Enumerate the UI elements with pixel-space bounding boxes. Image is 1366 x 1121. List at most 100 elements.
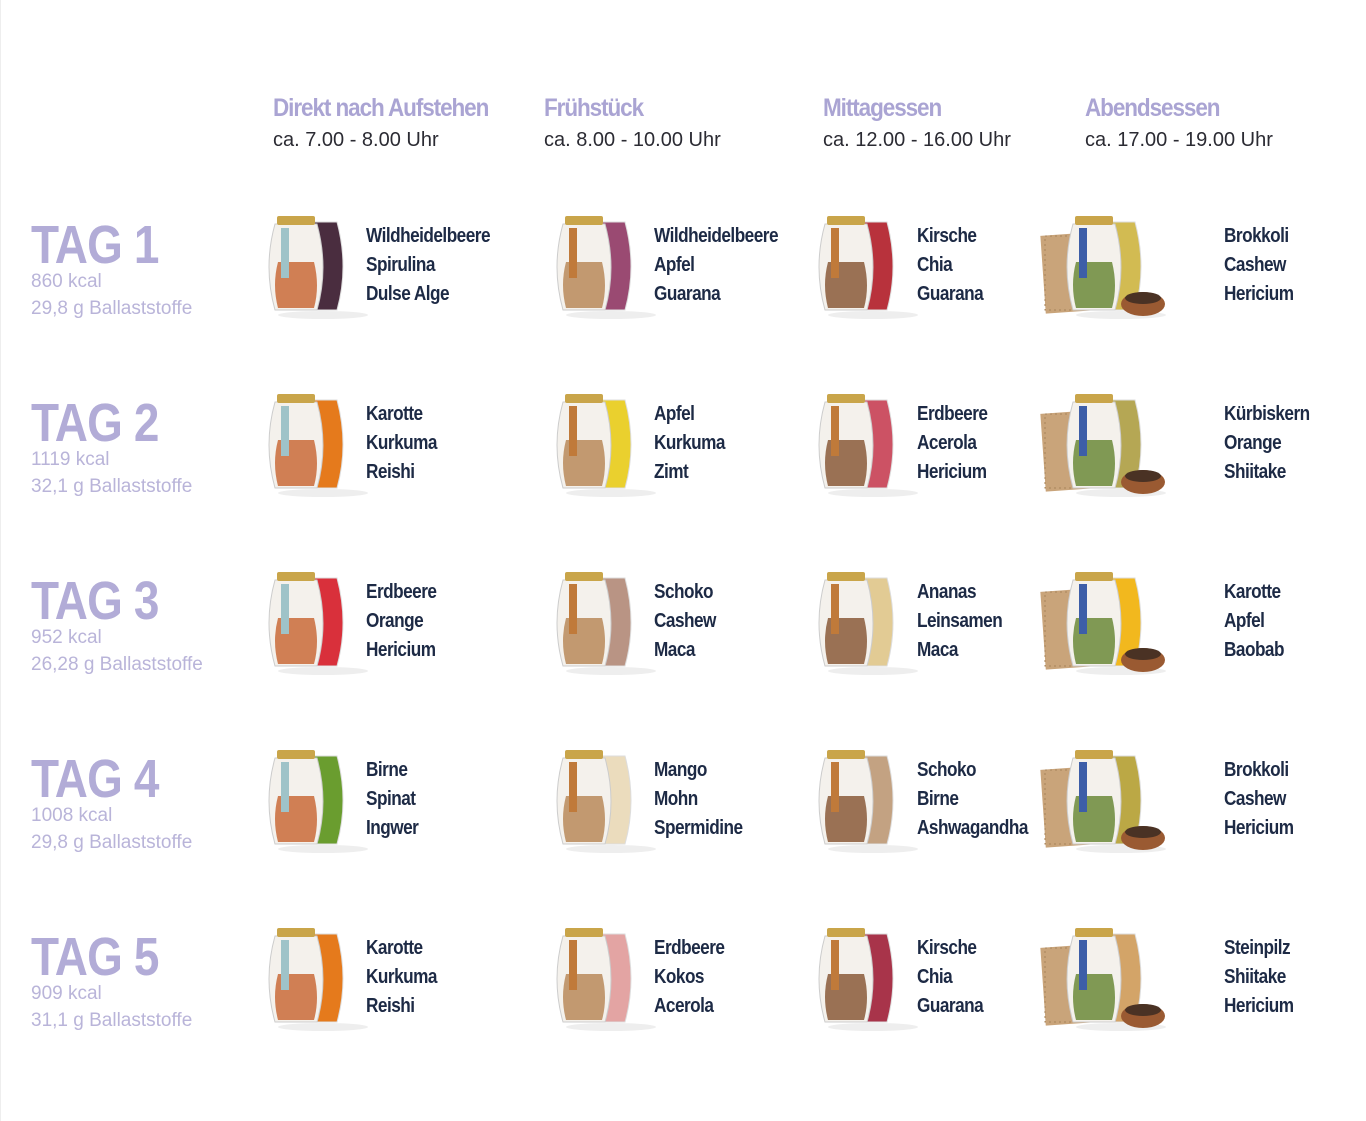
product-image — [1040, 750, 1166, 853]
ingredient: Dulse Alge — [366, 283, 450, 305]
ingredient: Guarana — [917, 995, 984, 1017]
ingredient: Cashew — [1224, 788, 1286, 810]
ingredient: Cashew — [654, 610, 716, 632]
day-label: TAG 4 — [31, 749, 159, 809]
day-label: TAG 1 — [31, 215, 159, 275]
product-image — [268, 750, 368, 853]
ingredient: Reishi — [366, 995, 415, 1017]
ingredient: Steinpilz — [1224, 937, 1291, 959]
product-image — [556, 928, 656, 1031]
ingredient: Schoko — [917, 759, 977, 781]
day-fiber: 29,8 g Ballaststoffe — [31, 832, 193, 853]
ingredient: Kurkuma — [366, 966, 437, 988]
ingredient: Chia — [917, 966, 953, 988]
ingredient: Wildheidelbeere — [366, 225, 491, 247]
ingredient: Birne — [366, 759, 408, 781]
ingredient: Erdbeere — [366, 581, 437, 603]
ingredient: Baobab — [1224, 639, 1284, 661]
product-image — [556, 394, 656, 497]
day-fiber: 31,1 g Ballaststoffe — [31, 1010, 193, 1031]
ingredient: Spirulina — [366, 254, 435, 276]
column-time: ca. 17.00 - 19.00 Uhr — [1085, 129, 1273, 151]
product-image — [268, 572, 368, 675]
column-title: Direkt nach Aufstehen — [273, 94, 489, 122]
ingredient: Orange — [1224, 432, 1282, 454]
ingredient: Reishi — [366, 461, 415, 483]
product-image — [818, 394, 918, 497]
ingredient: Karotte — [366, 403, 423, 425]
ingredient: Wildheidelbeere — [654, 225, 779, 247]
product-image — [1040, 216, 1166, 319]
ingredient: Karotte — [366, 937, 423, 959]
product-image — [268, 928, 368, 1031]
day-fiber: 29,8 g Ballaststoffe — [31, 298, 193, 319]
product-image — [268, 394, 368, 497]
ingredient: Mohn — [654, 788, 698, 810]
product-image — [1040, 572, 1166, 675]
day-kcal: 860 kcal — [31, 271, 102, 292]
column-title: Abendsessen — [1085, 94, 1221, 122]
ingredient: Kurkuma — [366, 432, 437, 454]
ingredient: Spermidine — [654, 817, 743, 839]
product-image — [818, 216, 918, 319]
day-kcal: 1119 kcal — [31, 449, 110, 470]
ingredient: Brokkoli — [1224, 225, 1289, 247]
ingredient: Erdbeere — [654, 937, 725, 959]
column-title: Frühstück — [544, 94, 644, 122]
ingredient: Maca — [917, 639, 958, 661]
day-kcal: 952 kcal — [31, 627, 102, 648]
product-image — [1040, 928, 1166, 1031]
ingredient: Acerola — [917, 432, 977, 454]
column-time: ca. 7.00 - 8.00 Uhr — [273, 129, 439, 151]
product-image — [1040, 394, 1166, 497]
ingredient: Mango — [654, 759, 707, 781]
ingredient: Ananas — [917, 581, 977, 603]
ingredient: Hericium — [1224, 817, 1294, 839]
ingredient: Ashwagandha — [917, 817, 1028, 839]
ingredient: Orange — [366, 610, 424, 632]
ingredient: Erdbeere — [917, 403, 988, 425]
ingredient: Apfel — [654, 254, 695, 276]
day-kcal: 909 kcal — [31, 983, 102, 1004]
ingredient: Kirsche — [917, 937, 977, 959]
ingredient: Kürbiskern — [1224, 403, 1310, 425]
column-title: Mittagessen — [823, 94, 942, 122]
ingredient: Acerola — [654, 995, 714, 1017]
ingredient: Spinat — [366, 788, 416, 810]
ingredient: Ingwer — [366, 817, 419, 839]
column-time: ca. 8.00 - 10.00 Uhr — [544, 129, 721, 151]
product-image — [818, 928, 918, 1031]
ingredient: Kurkuma — [654, 432, 725, 454]
ingredient: Apfel — [1224, 610, 1265, 632]
day-fiber: 26,28 g Ballaststoffe — [31, 654, 203, 675]
ingredient: Guarana — [917, 283, 984, 305]
ingredient: Hericium — [1224, 995, 1294, 1017]
product-image — [556, 750, 656, 853]
day-label: TAG 3 — [31, 571, 159, 631]
day-label: TAG 5 — [31, 927, 159, 987]
ingredient: Schoko — [654, 581, 714, 603]
ingredient: Brokkoli — [1224, 759, 1289, 781]
day-label: TAG 2 — [31, 393, 159, 453]
product-image — [818, 750, 918, 853]
day-kcal: 1008 kcal — [31, 805, 113, 826]
column-time: ca. 12.00 - 16.00 Uhr — [823, 129, 1011, 151]
ingredient: Apfel — [654, 403, 695, 425]
ingredient: Guarana — [654, 283, 721, 305]
day-fiber: 32,1 g Ballaststoffe — [31, 476, 193, 497]
product-image — [268, 216, 368, 319]
ingredient: Shiitake — [1224, 966, 1286, 988]
ingredient: Kokos — [654, 966, 705, 988]
ingredient: Hericium — [366, 639, 436, 661]
ingredient: Kirsche — [917, 225, 977, 247]
product-image — [556, 216, 656, 319]
ingredient: Zimt — [654, 461, 689, 483]
ingredient: Maca — [654, 639, 695, 661]
ingredient: Hericium — [917, 461, 987, 483]
ingredient: Karotte — [1224, 581, 1281, 603]
product-image — [818, 572, 918, 675]
ingredient: Shiitake — [1224, 461, 1286, 483]
ingredient: Cashew — [1224, 254, 1286, 276]
ingredient: Hericium — [1224, 283, 1294, 305]
